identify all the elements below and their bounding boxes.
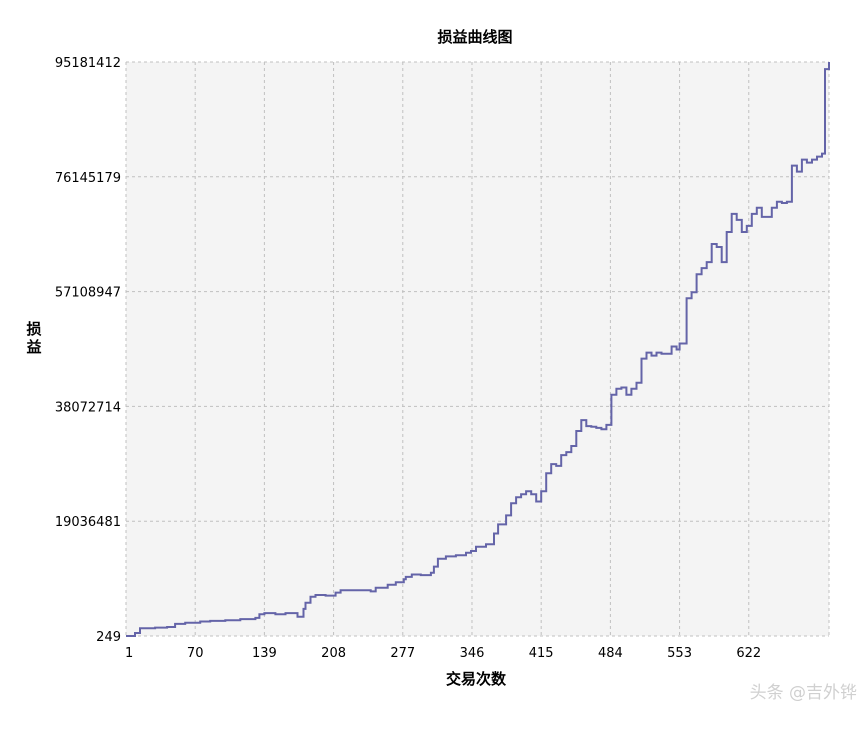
y-tick-label: 249 [96,630,121,645]
y-tick-label: 95181412 [55,56,121,71]
x-tick-label: 484 [598,646,623,661]
x-tick-label: 139 [252,646,277,661]
x-tick-label: 70 [187,646,204,661]
x-axis-label: 交易次数 [446,670,507,688]
x-tick-group: 1 70 139 208 277 346 415 484 553 622 [125,646,761,661]
plot-area-group [126,62,829,636]
y-tick-label: 38072714 [55,400,121,415]
plot-area [126,62,829,636]
y-tick-label: 76145179 [55,171,121,186]
y-tick-label: 19036481 [55,515,121,530]
series-line-group [126,62,830,637]
chart-title: 损益曲线图 [437,28,513,46]
y-tick-group: 249 19036481 38072714 57108947 76145179 95181… [55,56,121,645]
y-axis-label: 损益 [26,320,41,356]
x-tick-label: 208 [321,646,346,661]
y-tick-label: 57108947 [55,286,121,301]
x-tick-label: 415 [529,646,554,661]
x-tick-label: 622 [736,646,761,661]
series-line [126,62,830,637]
x-tick-label: 277 [390,646,415,661]
x-tick-label: 1 [125,646,133,661]
x-tick-label: 553 [667,646,692,661]
watermark-text: 头条 @吉外铧 [749,683,857,703]
x-tick-label: 346 [460,646,485,661]
